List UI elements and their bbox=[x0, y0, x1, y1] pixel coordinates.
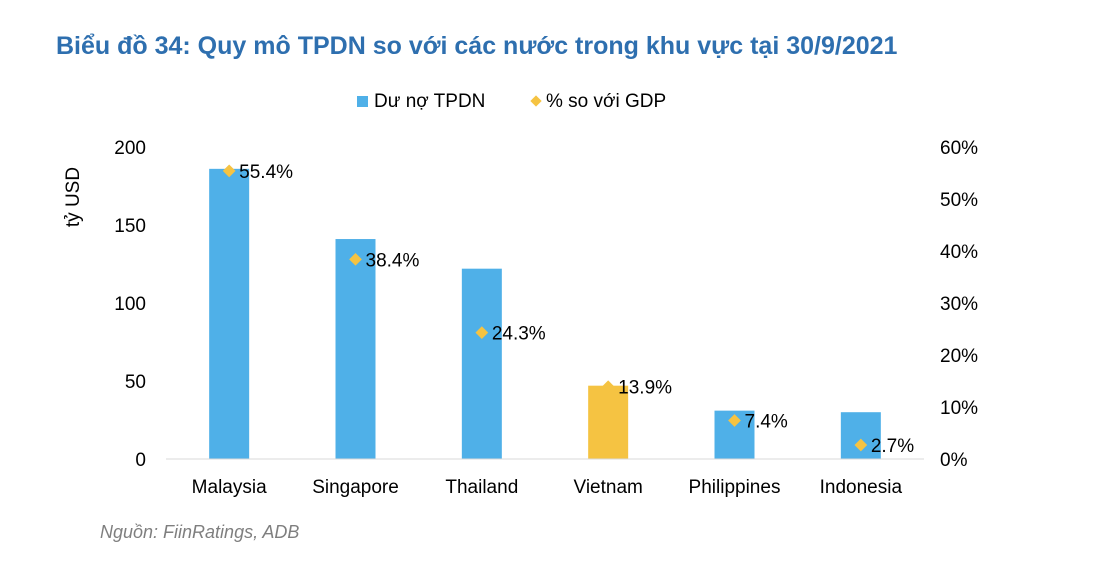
y2-tick-label: 40% bbox=[940, 242, 978, 263]
data-label: 24.3% bbox=[492, 324, 546, 345]
bar-singapore bbox=[335, 239, 376, 459]
x-tick-label: Malaysia bbox=[192, 477, 267, 498]
y2-tick-label: 50% bbox=[940, 190, 978, 211]
data-label: 55.4% bbox=[239, 162, 293, 183]
data-label: 7.4% bbox=[745, 412, 788, 433]
y-tick-label: 200 bbox=[114, 138, 146, 159]
marker-singapore bbox=[349, 252, 362, 266]
y-axis-right: 0% 10% 20% 30% 40% 50% 60% bbox=[940, 138, 978, 471]
legend-bar-swatch bbox=[357, 96, 368, 107]
x-tick-label: Vietnam bbox=[573, 477, 642, 498]
y-tick-label: 0 bbox=[135, 450, 146, 471]
legend-marker-label: % so với GDP bbox=[546, 91, 666, 112]
y-tick-label: 100 bbox=[114, 294, 146, 315]
data-label: 38.4% bbox=[366, 250, 420, 271]
data-label: 13.9% bbox=[618, 378, 672, 399]
y-tick-label: 50 bbox=[125, 372, 146, 393]
y2-tick-label: 0% bbox=[940, 450, 968, 471]
y2-tick-label: 30% bbox=[940, 294, 978, 315]
x-tick-label: Indonesia bbox=[820, 477, 903, 498]
bar-thailand bbox=[461, 268, 502, 459]
y2-tick-label: 20% bbox=[940, 346, 978, 367]
marker-series: 55.4% 38.4% 24.3% 13.9% 7.4% 2.7% bbox=[222, 162, 914, 457]
y2-tick-label: 60% bbox=[940, 138, 978, 159]
y2-tick-label: 10% bbox=[940, 398, 978, 419]
x-tick-label: Thailand bbox=[445, 477, 518, 498]
y-axis-title: tỷ USD bbox=[63, 167, 84, 227]
y-axis-left: 0 50 100 150 200 bbox=[114, 138, 146, 471]
x-tick-label: Philippines bbox=[689, 477, 781, 498]
bar-malaysia bbox=[209, 168, 250, 459]
chart-title: Biểu đồ 34: Quy mô TPDN so với các nước … bbox=[56, 32, 898, 60]
legend-marker-swatch bbox=[530, 95, 542, 107]
data-label: 2.7% bbox=[871, 436, 914, 457]
marker-malaysia bbox=[222, 164, 236, 178]
legend: Dư nợ TPDN % so với GDP bbox=[357, 91, 666, 112]
y-tick-label: 150 bbox=[114, 216, 146, 237]
marker-thailand bbox=[475, 326, 489, 340]
source-note: Nguồn: FiinRatings, ADB bbox=[100, 522, 300, 542]
legend-bar-label: Dư nợ TPDN bbox=[374, 91, 485, 112]
bar-vietnam bbox=[588, 385, 629, 459]
x-tick-label: Singapore bbox=[312, 477, 399, 498]
x-axis: Malaysia Singapore Thailand Vietnam Philippi… bbox=[192, 477, 903, 498]
bar-series bbox=[209, 168, 881, 459]
